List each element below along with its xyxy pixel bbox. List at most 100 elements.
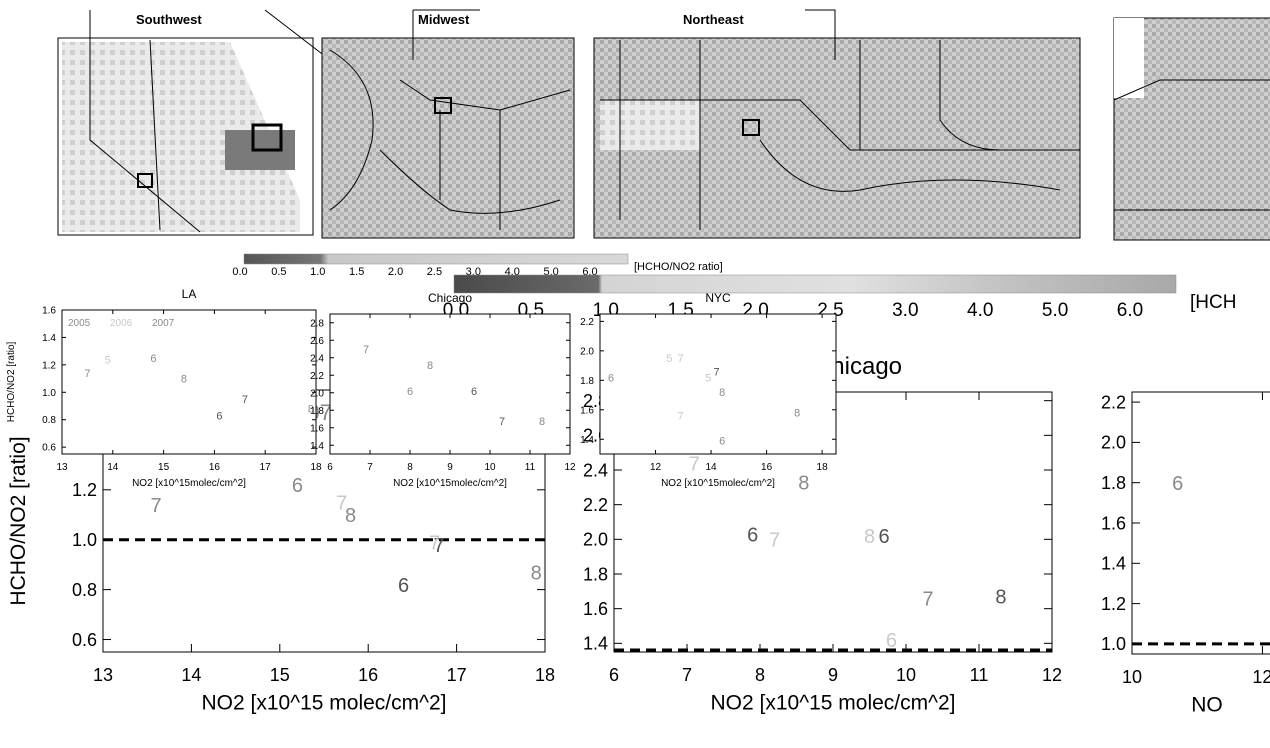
- data-point: 7: [499, 416, 505, 428]
- small-colorbar-tick: 1.5: [349, 266, 364, 278]
- plot-frame: [102, 389, 546, 653]
- y-tick-label: 1.0: [1101, 634, 1126, 654]
- x-tick-label: 9: [828, 665, 838, 685]
- plot-frame: [599, 313, 837, 455]
- map-panel-fourth: [1113, 17, 1270, 241]
- map-panel-midwest: Midwest: [321, 9, 575, 239]
- data-point: 7: [769, 530, 780, 552]
- x-tick-label: 13: [93, 665, 113, 685]
- map-panel-southwest: Southwest: [57, 9, 331, 236]
- x-tick-label: 16: [209, 462, 221, 473]
- y-tick-label: 1.4: [583, 634, 608, 654]
- y-tick-label: 1.0: [42, 388, 56, 399]
- y-tick-label: 2.0: [310, 388, 324, 399]
- data-point: 8: [794, 408, 800, 420]
- map-panel-northeast: Northeast: [593, 9, 1081, 239]
- large-colorbar-tick: 3.0: [892, 300, 918, 321]
- x-tick-label: 12: [650, 462, 662, 473]
- data-point: 8: [995, 587, 1006, 609]
- large-colorbar-label: [HCH: [1190, 292, 1236, 313]
- y-tick-label: 1.4: [1101, 554, 1126, 574]
- x-tick-label: 9: [447, 462, 453, 473]
- y-tick-label: 2.0: [583, 530, 608, 550]
- x-tick-label: 18: [310, 462, 322, 473]
- y-axis-label: HCHO/NO2 [ratio]: [6, 341, 17, 422]
- data-point: 8: [539, 416, 545, 428]
- data-point: 6: [292, 475, 303, 497]
- x-tick-label: 15: [158, 462, 170, 473]
- y-tick-label: 0.6: [72, 630, 97, 650]
- y-tick-label: 1.8: [580, 376, 594, 387]
- x-tick-label: 11: [970, 665, 989, 685]
- plot-frame: [1131, 391, 1270, 655]
- large-colorbar-tick: 4.0: [967, 300, 993, 321]
- data-point: 8: [798, 472, 809, 494]
- data-point: 5: [666, 353, 672, 365]
- y-tick-label: 1.6: [1101, 513, 1126, 533]
- x-tick-label: 7: [367, 462, 373, 473]
- x-tick-label: 15: [270, 665, 290, 685]
- y-tick-label: 2.4: [583, 460, 608, 480]
- x-tick-label: 18: [535, 665, 555, 685]
- x-axis-label: NO2 [x10^15molec/cm^2]: [661, 478, 775, 489]
- small-colorbar-tick: 0.0: [232, 266, 247, 278]
- data-point: 7: [363, 344, 369, 356]
- large-colorbar-tick: 5.0: [1042, 300, 1068, 321]
- x-tick-label: 13: [56, 462, 68, 473]
- y-tick-label: 1.4: [580, 435, 594, 446]
- x-tick-label: 12: [1252, 667, 1270, 687]
- chart-title: NYC: [705, 291, 731, 305]
- x-axis-label: NO2 [x10^15molec/cm^2]: [393, 478, 507, 489]
- y-tick-label: 1.2: [72, 480, 97, 500]
- y-tick-label: 1.4: [310, 441, 324, 452]
- y-tick-label: 1.2: [42, 360, 56, 371]
- small-colorbar: 0.0 0.5 1.0 1.5 2.0 2.5 3.0 4.0 5.0 6.0 [HCHO/NO2…: [232, 253, 723, 278]
- legend-year: 2007: [152, 318, 175, 329]
- plot-frame: [61, 309, 317, 455]
- x-tick-label: 14: [107, 462, 119, 473]
- data-point: 7: [84, 368, 90, 380]
- y-tick-label: 2.2: [310, 371, 324, 382]
- chicago-box: [434, 97, 452, 114]
- y-tick-label: 1.8: [583, 564, 608, 584]
- map-title-southwest: Southwest: [136, 12, 202, 27]
- data-point: 7: [336, 492, 347, 514]
- data-point: 6: [1172, 473, 1183, 495]
- data-point: 8: [427, 360, 433, 372]
- data-point: 7: [677, 353, 683, 365]
- small-colorbar-label: [HCHO/NO2 ratio]: [634, 261, 723, 273]
- y-tick-label: 1.6: [42, 306, 56, 317]
- x-tick-label: 8: [755, 665, 765, 685]
- y-tick-label: 1.0: [72, 530, 97, 550]
- y-tick-label: 2.6: [310, 336, 324, 347]
- x-tick-label: 17: [260, 462, 272, 473]
- y-tick-label: 1.4: [42, 333, 56, 344]
- legend-year: 2005: [68, 318, 91, 329]
- x-axis-label: NO2 [x10^15 molec/cm^2]: [202, 692, 447, 715]
- x-axis-label: NO2 [x10^15 molec/cm^2]: [711, 692, 956, 715]
- map-title-midwest: Midwest: [418, 12, 470, 27]
- data-point: 7: [150, 495, 161, 517]
- x-tick-label: 18: [817, 462, 829, 473]
- data-point: 5: [705, 372, 711, 384]
- data-point: 7: [429, 532, 440, 554]
- data-point: 6: [719, 436, 725, 448]
- y-tick-label: 1.8: [310, 406, 324, 417]
- data-point: 8: [864, 526, 875, 548]
- x-tick-label: 12: [1042, 665, 1062, 685]
- chart-title: LA: [182, 287, 197, 301]
- x-tick-label: 7: [682, 665, 692, 685]
- data-point: 5: [105, 354, 111, 366]
- x-tick-label: 14: [181, 665, 201, 685]
- x-tick-label: 6: [327, 462, 333, 473]
- small-colorbar-tick: 1.0: [310, 266, 325, 278]
- small-colorbar-tick: 0.5: [271, 266, 286, 278]
- y-tick-label: 2.2: [1101, 392, 1126, 412]
- data-point: 6: [398, 575, 409, 597]
- data-point: 7: [433, 535, 444, 557]
- y-tick-label: 0.8: [42, 415, 56, 426]
- data-point: 6: [150, 353, 156, 365]
- nyc-box: [742, 119, 760, 136]
